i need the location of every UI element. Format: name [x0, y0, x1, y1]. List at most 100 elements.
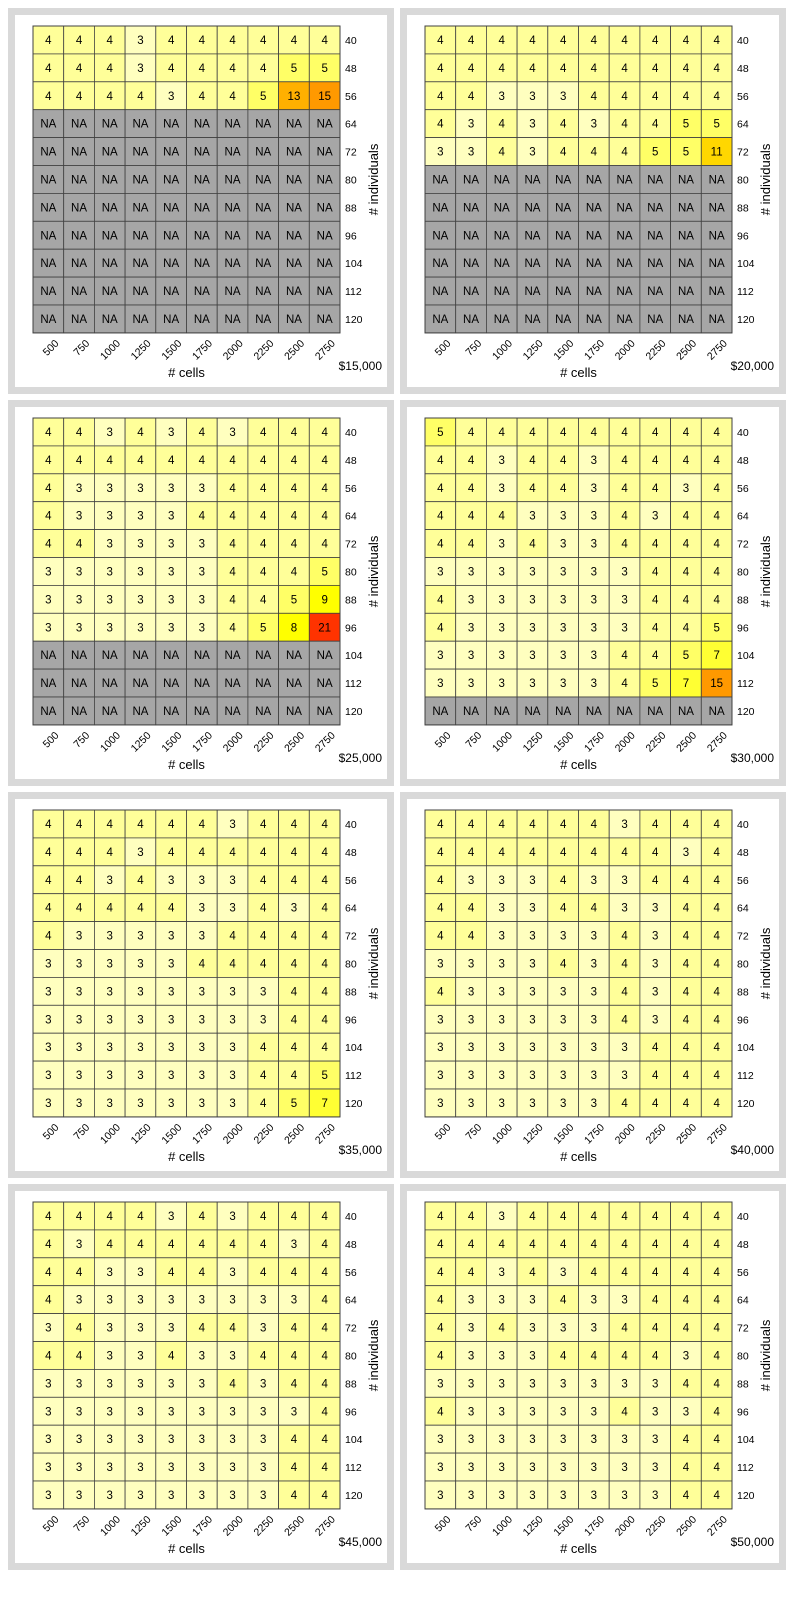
- cell-value: 4: [713, 91, 720, 103]
- cell-value: 3: [229, 1295, 235, 1307]
- cell-value: 4: [652, 539, 659, 551]
- cell-value: 3: [652, 986, 658, 998]
- heatmap-cell: [608, 529, 641, 558]
- cell-value: NA: [709, 314, 725, 326]
- heatmap-cell: [32, 1060, 65, 1090]
- cell-value: 4: [437, 903, 444, 915]
- y-tick-label: 96: [737, 622, 749, 634]
- cell-value: 4: [621, 650, 628, 662]
- cell-value: 3: [652, 1014, 658, 1026]
- cell-value: 5: [713, 622, 719, 634]
- heatmap-cell: [216, 668, 249, 698]
- cell-value: 4: [437, 455, 444, 467]
- heatmap-cell: [578, 668, 610, 698]
- cell-value: 3: [529, 903, 535, 915]
- cell-value: 4: [437, 1350, 444, 1362]
- cell-value: 4: [291, 1267, 298, 1279]
- heatmap-cell: [516, 1060, 549, 1090]
- y-tick-label: 112: [345, 286, 362, 298]
- cell-value: NA: [71, 174, 87, 186]
- heatmap-cell: [278, 1313, 310, 1342]
- cell-value: 3: [591, 622, 597, 634]
- cell-value: 3: [260, 1462, 266, 1474]
- x-tick-label: 750: [71, 338, 92, 359]
- x-tick-label: 2250: [643, 1514, 668, 1539]
- cell-value: NA: [524, 314, 540, 326]
- x-tick-label: 2250: [251, 338, 276, 363]
- heatmap-cell: [670, 501, 702, 530]
- cell-value: NA: [286, 314, 302, 326]
- heatmap-cell: [486, 1004, 518, 1034]
- cell-value: NA: [255, 230, 271, 242]
- x-axis-label: # cells: [560, 757, 597, 772]
- heatmap-cell: [639, 612, 671, 642]
- cell-value: NA: [586, 286, 602, 298]
- heatmap-cell: [639, 417, 671, 447]
- cell-value: 3: [45, 1462, 51, 1474]
- cell-value: 4: [560, 1295, 567, 1307]
- y-tick-label: 88: [345, 986, 357, 998]
- cell-value: 3: [468, 566, 474, 578]
- cell-value: 3: [199, 594, 205, 606]
- heatmap-cell: [516, 276, 549, 306]
- heatmap-cell: [670, 417, 702, 447]
- cell-value: NA: [194, 174, 210, 186]
- heatmap-cell: [94, 1424, 126, 1454]
- heatmap-cell: [155, 137, 187, 166]
- cell-value: 3: [137, 594, 143, 606]
- cell-value: 4: [591, 91, 598, 103]
- cell-value: 4: [107, 1211, 114, 1223]
- cell-value: 4: [499, 847, 506, 859]
- heatmap-cell: [247, 893, 279, 922]
- cell-value: 4: [321, 427, 328, 439]
- cell-value: 3: [260, 1014, 266, 1026]
- cell-value: 4: [591, 63, 598, 75]
- y-tick-label: 56: [345, 875, 357, 887]
- cell-value: 4: [107, 91, 114, 103]
- cell-value: NA: [555, 202, 571, 214]
- cell-value: NA: [317, 286, 333, 298]
- cell-value: 3: [621, 1462, 627, 1474]
- cell-value: 4: [291, 931, 298, 943]
- x-tick-label: 500: [433, 338, 454, 359]
- heatmap-svg: 4 4 4 4 4 4 4 4 4 44 4 4 4 4 4 4 4 4 44 4 3 3 3 4 4 4 4 44 3 4 3 4 3 4 4 5 5…: [424, 25, 774, 380]
- heatmap-cell: [578, 1341, 610, 1370]
- cell-value: 3: [499, 1406, 505, 1418]
- cell-value: 3: [107, 1378, 113, 1390]
- heatmap-cell: [608, 192, 641, 222]
- cell-value: 3: [560, 539, 566, 551]
- cell-value: NA: [163, 286, 179, 298]
- cell-value: 4: [621, 147, 628, 159]
- cell-value: 4: [683, 1042, 690, 1054]
- heatmap-cell: [608, 53, 641, 83]
- cell-value: 4: [621, 427, 628, 439]
- heatmap-cell: [278, 893, 310, 922]
- cell-value: 4: [260, 1211, 267, 1223]
- cell-value: NA: [617, 314, 633, 326]
- cell-value: 4: [652, 875, 659, 887]
- cell-value: NA: [647, 286, 663, 298]
- heatmap-cell: [486, 893, 518, 922]
- cell-value: NA: [40, 258, 56, 270]
- heatmap-cell: [608, 1004, 641, 1034]
- cell-value: 3: [437, 1070, 443, 1082]
- heatmap-cell: [308, 248, 341, 278]
- heatmap-cell: [639, 584, 671, 614]
- heatmap-cell: [455, 137, 487, 166]
- heatmap-cell: [32, 837, 65, 867]
- cell-value: 4: [652, 650, 659, 662]
- x-tick-label: 500: [41, 338, 62, 359]
- cell-value: 4: [591, 427, 598, 439]
- cell-value: NA: [678, 258, 694, 270]
- x-axis-label: # cells: [168, 757, 205, 772]
- heatmap-cell: [608, 837, 641, 867]
- heatmap-cell: [308, 276, 341, 306]
- cell-value: NA: [225, 706, 241, 718]
- heatmap-cell: [455, 417, 487, 447]
- heatmap-cell: [670, 192, 702, 222]
- cell-value: 3: [229, 1070, 235, 1082]
- heatmap-cell: [32, 976, 65, 1006]
- heatmap-cell: [639, 1201, 671, 1231]
- heatmap-cell: [700, 1060, 733, 1090]
